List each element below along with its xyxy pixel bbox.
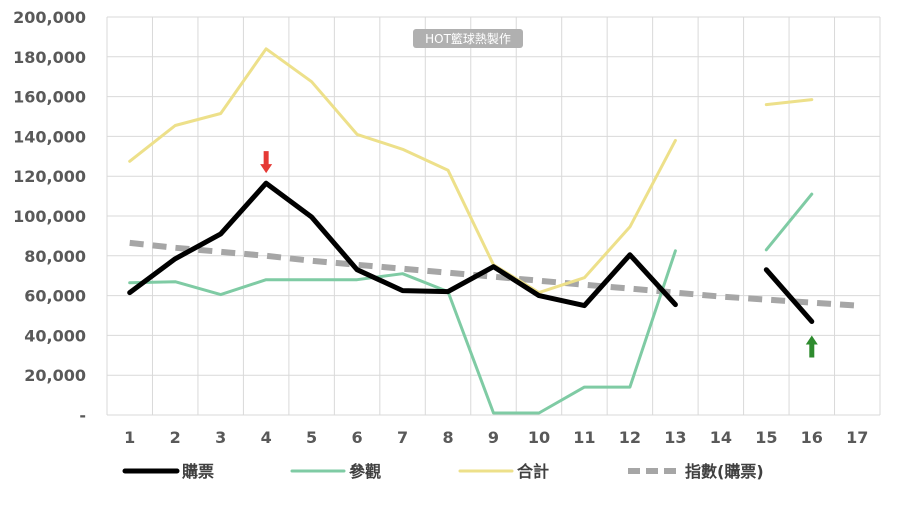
y-tick-label: 60,000 xyxy=(24,287,86,306)
series-line-1 xyxy=(128,249,677,415)
series-line-0 xyxy=(763,267,815,324)
y-tick-label: 200,000 xyxy=(13,8,86,27)
y-tick-label: 140,000 xyxy=(13,127,86,146)
series-lines xyxy=(127,47,858,415)
series-line-2 xyxy=(128,47,677,295)
legend: 購票 參觀 合計 指數(購票) xyxy=(122,462,764,481)
grid xyxy=(106,16,881,416)
x-tick-label: 13 xyxy=(664,428,686,447)
x-tick-label: 1 xyxy=(124,428,135,447)
watermark-background xyxy=(413,29,523,48)
y-tick-label: 40,000 xyxy=(24,326,86,345)
x-tick-label: 14 xyxy=(710,428,732,447)
y-tick-label: 100,000 xyxy=(13,207,86,226)
watermark-text: HOT籃球熱製作 xyxy=(425,31,511,46)
x-tick-label: 16 xyxy=(801,428,823,447)
green-up-arrow xyxy=(805,335,818,358)
x-tick-label: 5 xyxy=(306,428,317,447)
red-down-arrow xyxy=(260,151,273,174)
x-tick-label: 2 xyxy=(170,428,181,447)
series-line-3 xyxy=(129,239,858,309)
y-axis-ticks: - 20,000 40,000 60,000 80,000 100,000 120,000 1… xyxy=(13,8,86,425)
x-axis-ticks: 1 2 3 4 5 6 7 8 9 10 11 12 13 14 15 16 17 xyxy=(124,428,868,447)
y-tick-label: 80,000 xyxy=(24,247,86,266)
x-tick-label: 7 xyxy=(397,428,408,447)
legend-label-1: 參觀 xyxy=(349,462,381,481)
markers xyxy=(260,151,818,358)
legend-label-2: 合計 xyxy=(517,462,549,481)
watermark: HOT籃球熱製作 xyxy=(413,29,523,48)
legend-label-3: 指數(購票) xyxy=(685,462,764,481)
x-tick-label: 6 xyxy=(352,428,363,447)
y-tick-label: 20,000 xyxy=(24,366,86,385)
x-tick-label: 3 xyxy=(215,428,226,447)
series-line-2 xyxy=(764,98,814,107)
y-tick-label: 180,000 xyxy=(13,48,86,67)
x-tick-label: 15 xyxy=(755,428,777,447)
x-tick-label: 12 xyxy=(619,428,641,447)
x-tick-label: 4 xyxy=(261,428,272,447)
series-line-1 xyxy=(764,192,814,252)
series-line-0 xyxy=(127,180,678,309)
y-tick-label: 160,000 xyxy=(13,88,86,107)
legend-label-0: 購票 xyxy=(181,462,214,481)
y-tick-label: - xyxy=(79,406,86,425)
y-tick-label: 120,000 xyxy=(13,167,86,186)
x-tick-label: 8 xyxy=(442,428,453,447)
x-tick-label: 11 xyxy=(573,428,595,447)
x-tick-label: 10 xyxy=(528,428,550,447)
x-tick-label: 9 xyxy=(488,428,499,447)
x-tick-label: 17 xyxy=(846,428,868,447)
